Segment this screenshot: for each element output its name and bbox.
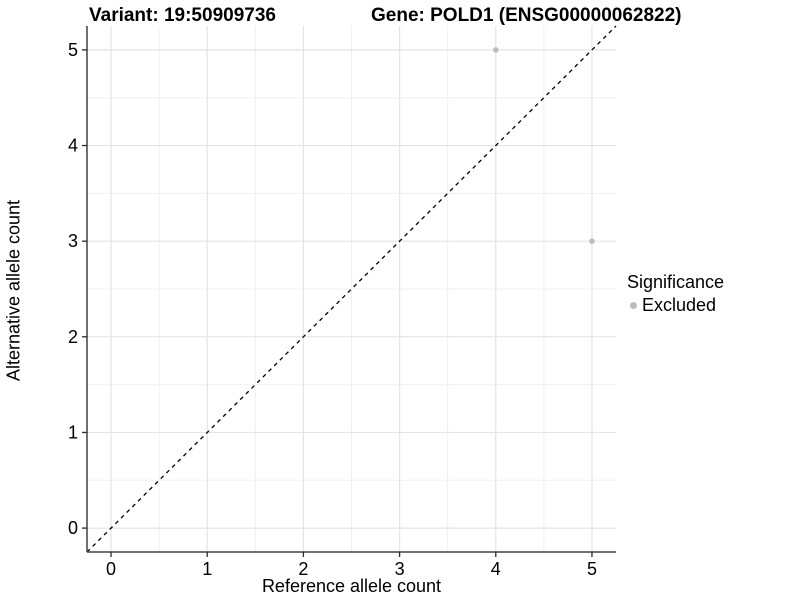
legend-title: Significance [627, 272, 725, 292]
x-axis-title: Reference allele count [261, 576, 442, 596]
data-point [589, 238, 595, 244]
x-tick-label: 4 [491, 559, 501, 579]
y-tick-label: 5 [68, 40, 78, 60]
y-tick-label: 1 [68, 422, 78, 442]
y-axis-title: Alternative allele count [3, 199, 24, 382]
y-tick-label: 0 [68, 518, 78, 538]
x-tick-label: 0 [106, 559, 116, 579]
legend-entry-excluded: Excluded [627, 295, 724, 315]
x-tick-label: 5 [587, 559, 597, 579]
plot-title-variant: Variant: 19:50909736 [89, 5, 276, 26]
excluded-point-icon [630, 301, 637, 309]
x-tick-label: 2 [298, 559, 308, 579]
y-tick-label: 3 [68, 231, 78, 251]
legend-entry-label: Excluded [642, 295, 717, 315]
y-tick-label: 2 [68, 327, 78, 347]
plot-title-gene: Gene: POLD1 (ENSG00000062822) [371, 5, 682, 26]
y-tick-label: 4 [68, 136, 78, 156]
data-point [492, 47, 499, 53]
x-tick-label: 3 [395, 559, 405, 579]
legend: Significance Excluded [627, 272, 724, 315]
x-tick-label: 1 [202, 559, 212, 579]
